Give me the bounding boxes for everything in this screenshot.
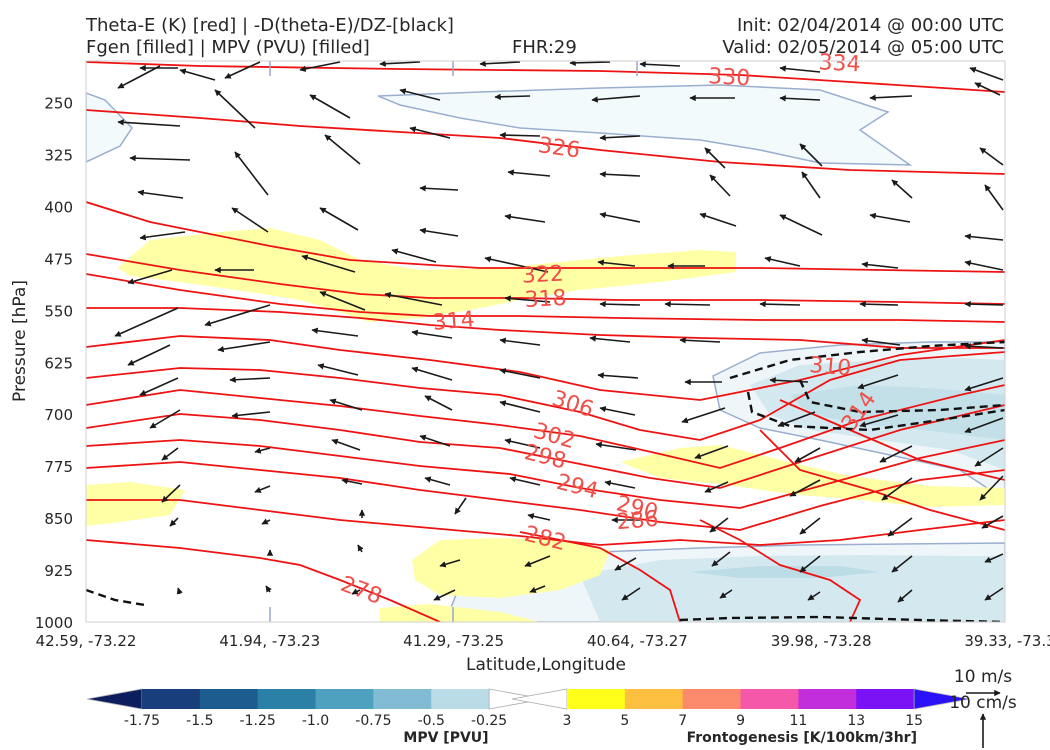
- x-axis-label: Latitude,Longitude: [466, 655, 626, 675]
- wind-key: 10 m/s 10 cm/s: [949, 667, 1017, 748]
- colorbar-segment: [856, 689, 915, 709]
- colorbar-segment: [798, 689, 857, 709]
- valid-time: Valid: 02/05/2014 @ 05:00 UTC: [722, 37, 1004, 58]
- x-tick-label: 39.98, -73.28: [771, 632, 872, 650]
- theta-e-label: 314: [432, 307, 476, 336]
- y-tick-label: 925: [44, 562, 73, 580]
- fgen-colorbar-label: Frontogenesis [K/100km/3hr]: [687, 730, 917, 746]
- y-tick-label: 1000: [35, 614, 73, 632]
- colorbar-extend-low: [511, 688, 568, 710]
- colorbar-tick-label: -1.75: [124, 713, 160, 729]
- colorbar-tick-label: -0.25: [471, 713, 507, 729]
- colorbar-segment: [373, 689, 432, 709]
- y-tick-label: 775: [44, 458, 73, 476]
- y-tick-label: 250: [44, 95, 73, 113]
- y-tick-label: 625: [44, 354, 73, 372]
- y-tick-label: 700: [44, 406, 73, 424]
- forecast-hour: FHR:29: [512, 37, 577, 58]
- theta-e-label: 330: [708, 64, 751, 91]
- title-left-line1: Theta-E (K) [red] | -D(theta-E)/DZ-[blac…: [85, 15, 454, 36]
- y-tick-label: 325: [44, 147, 73, 165]
- y-tick-label: 850: [44, 510, 73, 528]
- plot-frame: [85, 60, 1006, 623]
- colorbar-tick-label: -1.0: [302, 713, 329, 729]
- y-axis-ticks: 250 325 400 475 550 625 700 775 850 925 1000: [35, 95, 73, 632]
- x-tick-label: 41.29, -73.25: [403, 632, 504, 650]
- x-tick-label: 42.59, -73.22: [36, 632, 137, 650]
- colorbar-tick-label: 7: [678, 713, 687, 729]
- colorbar-tick-label: 11: [789, 713, 807, 729]
- x-tick-label: 39.33, -73.3: [964, 632, 1050, 650]
- colorbar-tick-label: 15: [905, 713, 923, 729]
- colorbar-extend-high: [913, 688, 970, 710]
- x-tick-label: 40.64, -73.27: [587, 632, 688, 650]
- wind-key-label-horizontal: 10 m/s: [954, 667, 1012, 687]
- colorbar-segment: [740, 689, 799, 709]
- colorbar-tick-label: 3: [563, 713, 572, 729]
- colorbar-extend-low: [86, 688, 143, 710]
- colorbar-tick-label: -0.75: [355, 713, 391, 729]
- theta-e-label: 310: [808, 353, 852, 382]
- colorbar-segment: [566, 689, 626, 709]
- colorbar-segment: [141, 689, 201, 709]
- wind-key-label-vertical: 10 cm/s: [949, 693, 1017, 713]
- theta-e-label: 318: [524, 286, 567, 313]
- colorbar-segment: [431, 689, 490, 709]
- mpv-colorbar: -1.75 -1.5 -1.25 -1.0 -0.75 -0.5 -0.25: [86, 688, 545, 729]
- colorbar-segment: [624, 689, 684, 709]
- fgen-colorbar: 3 5 7 9 11 13 15: [511, 688, 970, 729]
- colorbar-tick-label: 5: [620, 713, 629, 729]
- y-tick-label: 550: [44, 302, 73, 320]
- colorbar-segment: [199, 689, 259, 709]
- plot-area: [86, 61, 1005, 622]
- x-axis-ticks: 42.59, -73.22 41.94, -73.23 41.29, -73.25 4…: [36, 632, 1050, 650]
- init-time: Init: 02/04/2014 @ 00:00 UTC: [737, 15, 1004, 36]
- theta-e-label: 334: [818, 50, 861, 77]
- title-left-line2: Fgen [filled] | MPV (PVU) [filled]: [86, 37, 370, 58]
- colorbar-tick-label: 9: [736, 713, 745, 729]
- y-axis-label: Pressure [hPa]: [10, 280, 30, 402]
- wind-vectors: [114, 61, 1004, 603]
- y-tick-label: 400: [44, 198, 73, 216]
- y-tick-label: 475: [44, 250, 73, 268]
- dtheta-dz-contours: [86, 340, 1005, 622]
- colorbar-tick-label: 13: [847, 713, 865, 729]
- fgen-fill: [86, 228, 1005, 622]
- grid-tick-marks: [269, 61, 638, 622]
- x-tick-label: 41.94, -73.23: [219, 632, 320, 650]
- mpv-colorbar-label: MPV [PVU]: [403, 730, 488, 746]
- colorbar-tick-label: -0.5: [418, 713, 445, 729]
- theta-e-label: 322: [521, 262, 564, 289]
- theta-e-label: 286: [616, 507, 660, 536]
- colorbar-segment: [682, 689, 742, 709]
- colorbar-segment: [257, 689, 317, 709]
- theta-e-label: 326: [537, 133, 582, 164]
- colorbar-segment: [315, 689, 374, 709]
- colorbar-tick-label: -1.25: [240, 713, 276, 729]
- colorbar-tick-label: -1.5: [186, 713, 213, 729]
